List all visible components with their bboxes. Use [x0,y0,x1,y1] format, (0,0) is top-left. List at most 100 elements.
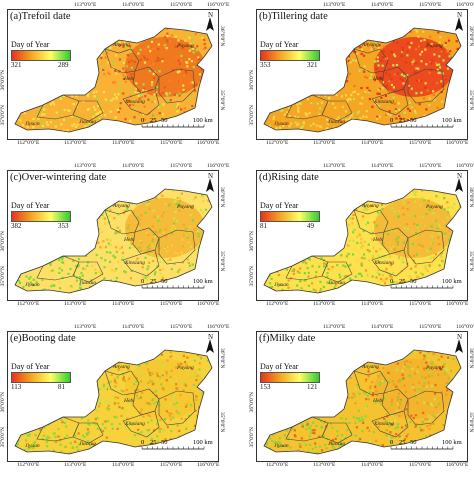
pixel-cell [342,213,345,216]
right-tick-label: 35°0'0"N [219,251,225,272]
pixel-cell [430,68,433,72]
pixel-cell [118,422,121,425]
pixel-cell [161,374,164,377]
pixel-cell [161,275,164,278]
pixel-cell [162,211,165,214]
pixel-cell [32,446,35,449]
pixel-cell [54,223,57,226]
pixel-cell [447,285,451,288]
pixel-cell [415,28,418,31]
top-tick-label: 114°0'0"E [122,2,145,8]
pixel-cell [314,289,317,292]
pixel-cell [138,227,141,230]
pixel-cell [283,292,286,293]
legend-title: Day of Year [11,201,50,210]
pixel-cell [89,30,92,33]
pixel-cell [282,125,285,128]
pixel-cell [49,391,52,394]
pixel-cell [143,105,146,108]
pixel-cell [61,269,64,272]
pixel-cell [125,424,128,427]
pixel-cell [440,251,443,255]
pixel-cell [82,88,85,91]
pixel-cell [444,78,448,81]
pixel-cell [200,421,203,424]
pixel-cell [307,450,310,453]
pixel-cell [69,365,72,368]
pixel-cell [309,431,313,434]
pixel-cell [349,278,352,281]
pixel-cell [359,102,362,105]
pixel-cell [427,444,430,447]
pixel-cell [202,93,206,97]
pixel-cell [91,240,94,243]
pixel-cell [444,75,447,78]
dense-zone [125,359,205,419]
place-label: Jiyuan [25,282,40,288]
pixel-cell [165,370,168,373]
pixel-cell [435,195,438,198]
pixel-cell [291,426,294,429]
north-arrow-icon [206,178,214,192]
pixel-cell [139,411,142,414]
pixel-cell [200,389,203,392]
pixel-cell [109,287,112,290]
pixel-cell [101,66,104,69]
pixel-cell [138,223,141,226]
pixel-cell [93,403,96,406]
pixel-cell [78,129,81,132]
pixel-cell [46,437,49,440]
pixel-cell [421,189,424,192]
pixel-cell [348,116,352,119]
pixel-cell [418,103,421,106]
pixel-cell [352,239,355,242]
pixel-cell [344,110,348,113]
pixel-cell [27,407,31,410]
pixel-cell [292,36,295,39]
pixel-cell [160,451,163,454]
pixel-cell [174,210,177,214]
pixel-cell [380,405,383,408]
pixel-cell [296,418,300,421]
pixel-cell [112,254,115,257]
pixel-cell [447,259,450,262]
panel-title: (a)Trefoil date [10,11,71,22]
pixel-cell [381,56,384,59]
pixel-cell [20,397,23,400]
pixel-cell [57,395,60,398]
pixel-cell [117,406,120,409]
pixel-cell [320,426,323,429]
pixel-cell [349,98,352,101]
pixel-cell [170,369,173,373]
pixel-cell [290,408,293,411]
pixel-cell [369,386,372,390]
pixel-cell [414,129,418,132]
pixel-cell [110,373,113,376]
pixel-cell [351,352,355,355]
pixel-cell [356,453,359,454]
pixel-cell [344,361,348,364]
pixel-cell [374,385,377,388]
pixel-cell [27,351,30,354]
pixel-cell [265,71,268,74]
pixel-cell [337,31,340,34]
pixel-cell [313,429,316,432]
pixel-cell [171,121,174,124]
pixel-cell [349,61,352,64]
pixel-cell [127,423,130,427]
pixel-cell [394,55,397,58]
pixel-cell [177,90,180,93]
pixel-cell [453,431,457,434]
pixel-cell [275,235,278,238]
pixel-cell [324,356,327,359]
pixel-cell [353,444,356,447]
pixel-cell [367,34,370,37]
top-tick-label: 115°0'0"E [170,2,193,8]
left-tick-label: 35°0'0"N [0,427,6,448]
pixel-cell [309,367,312,370]
pixel-cell [355,59,358,62]
pixel-cell [90,72,93,75]
pixel-cell [94,108,97,111]
pixel-cell [93,95,96,98]
legend-min-label: 113 [11,383,22,391]
